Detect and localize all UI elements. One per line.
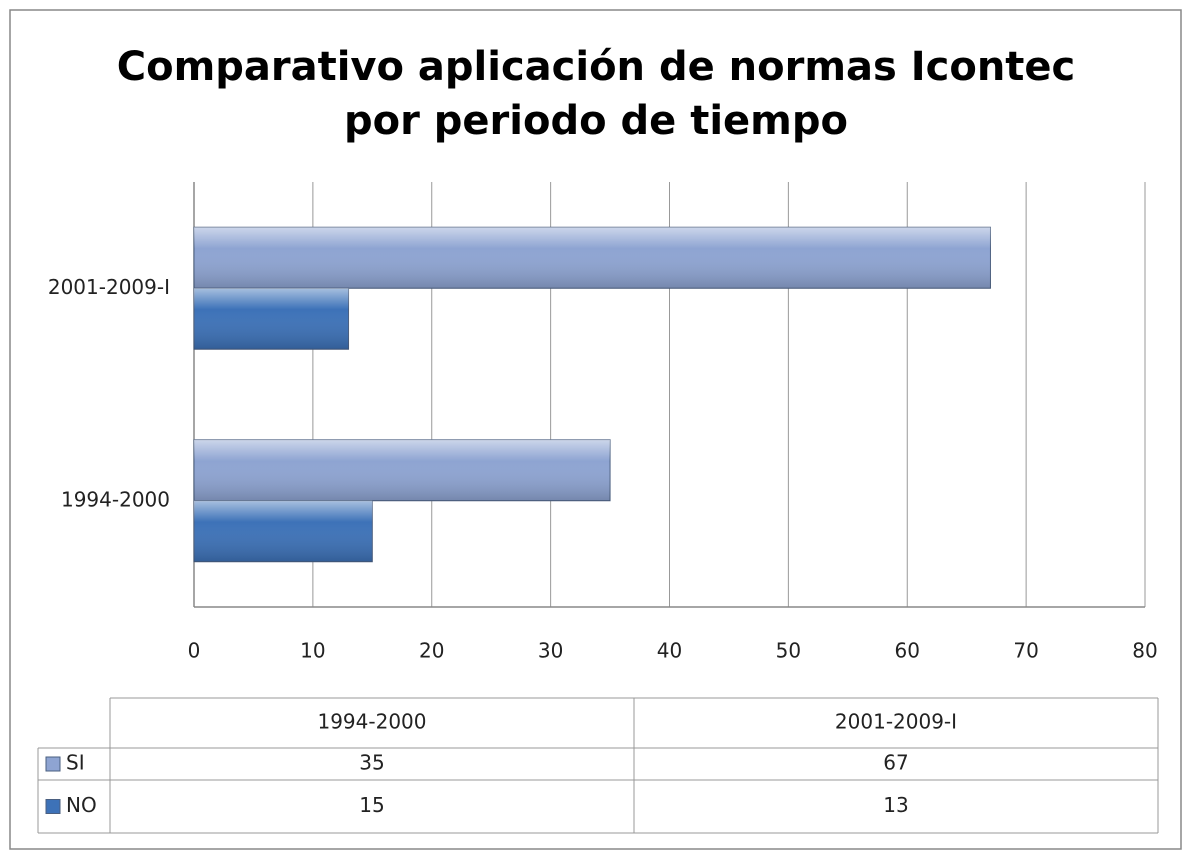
y-tick-label: 2001-2009-I — [48, 275, 170, 299]
x-tick-label: 50 — [776, 639, 801, 663]
bar-shade — [194, 500, 373, 562]
legend-key — [45, 799, 61, 814]
table-value: 13 — [883, 793, 908, 817]
bar-shade — [194, 439, 611, 501]
bar-shade — [194, 288, 349, 350]
x-tick-label: 30 — [538, 639, 563, 663]
legend-key — [45, 756, 61, 772]
x-tick-label: 10 — [300, 639, 325, 663]
legend-label: SI — [66, 751, 85, 775]
x-tick-label: 80 — [1132, 639, 1157, 663]
y-tick-label: 1994-2000 — [61, 487, 170, 511]
bar-shade — [194, 227, 991, 289]
legend-label: NO — [66, 793, 97, 817]
table-value: 15 — [359, 793, 384, 817]
table-header: 1994-2000 — [317, 710, 426, 734]
x-tick-label: 40 — [657, 639, 682, 663]
x-tick-label: 0 — [188, 639, 201, 663]
table-value: 67 — [883, 751, 908, 775]
table-value: 35 — [359, 751, 384, 775]
chart-border — [9, 9, 1182, 850]
table-header: 2001-2009-I — [835, 710, 957, 734]
x-tick-label: 70 — [1013, 639, 1038, 663]
chart-title: Comparativo aplicación de normas Icontec… — [116, 44, 1076, 144]
x-tick-label: 20 — [419, 639, 444, 663]
x-tick-label: 60 — [895, 639, 920, 663]
